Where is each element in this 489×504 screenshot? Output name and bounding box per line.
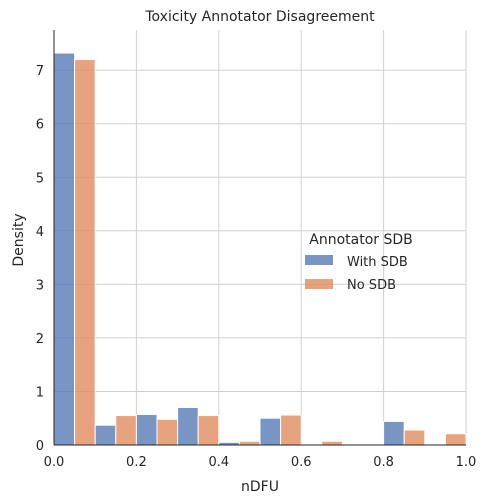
legend-swatch-no-sdb: [305, 279, 333, 289]
y-tick-label: 4: [36, 225, 44, 240]
tick-labels: 0.0 0.2 0.4 0.6 0.8 1.0 0 1 2 3 4 5 6 7: [36, 64, 477, 470]
x-axis-title: nDFU: [241, 479, 279, 495]
bar-no-sdb: [74, 58, 96, 446]
bar-with-sdb: [177, 407, 199, 446]
bar-no-sdb: [444, 433, 467, 446]
grid-lines: [53, 30, 467, 446]
y-tick-label: 5: [36, 171, 44, 186]
y-tick-label: 0: [36, 439, 44, 454]
legend: Annotator SDB With SDB No SDB: [305, 232, 413, 293]
x-tick-label: 0.6: [291, 455, 312, 470]
bar-no-sdb: [321, 440, 343, 446]
chart-title: Toxicity Annotator Disagreement: [144, 9, 375, 25]
histogram-bars: [53, 52, 467, 446]
bar-with-sdb: [94, 424, 117, 446]
bar-with-sdb: [259, 417, 282, 446]
x-tick-label: 0.8: [373, 455, 394, 470]
x-tick-label: 0.0: [44, 455, 65, 470]
axes: [53, 30, 466, 446]
legend-label-no-sdb: No SDB: [347, 278, 396, 293]
bar-with-sdb: [383, 420, 405, 446]
y-tick-label: 7: [36, 64, 44, 79]
bar-no-sdb: [403, 429, 426, 446]
bar-with-sdb: [53, 52, 76, 446]
y-axis-title: Density: [11, 213, 27, 266]
y-tick-label: 1: [36, 385, 44, 400]
x-tick-label: 1.0: [456, 455, 477, 470]
bar-with-sdb: [135, 413, 158, 446]
x-tick-label: 0.2: [126, 455, 147, 470]
y-tick-label: 3: [36, 278, 44, 293]
bar-no-sdb: [156, 418, 179, 446]
bar-no-sdb: [238, 440, 261, 446]
bar-no-sdb: [115, 415, 137, 446]
bar-no-sdb: [197, 415, 220, 446]
x-tick-label: 0.4: [208, 455, 229, 470]
y-tick-label: 2: [36, 332, 44, 347]
legend-swatch-with-sdb: [305, 255, 333, 265]
legend-label-with-sdb: With SDB: [347, 255, 408, 270]
legend-title: Annotator SDB: [309, 232, 413, 248]
y-tick-label: 6: [36, 118, 44, 133]
bar-no-sdb: [280, 414, 302, 446]
